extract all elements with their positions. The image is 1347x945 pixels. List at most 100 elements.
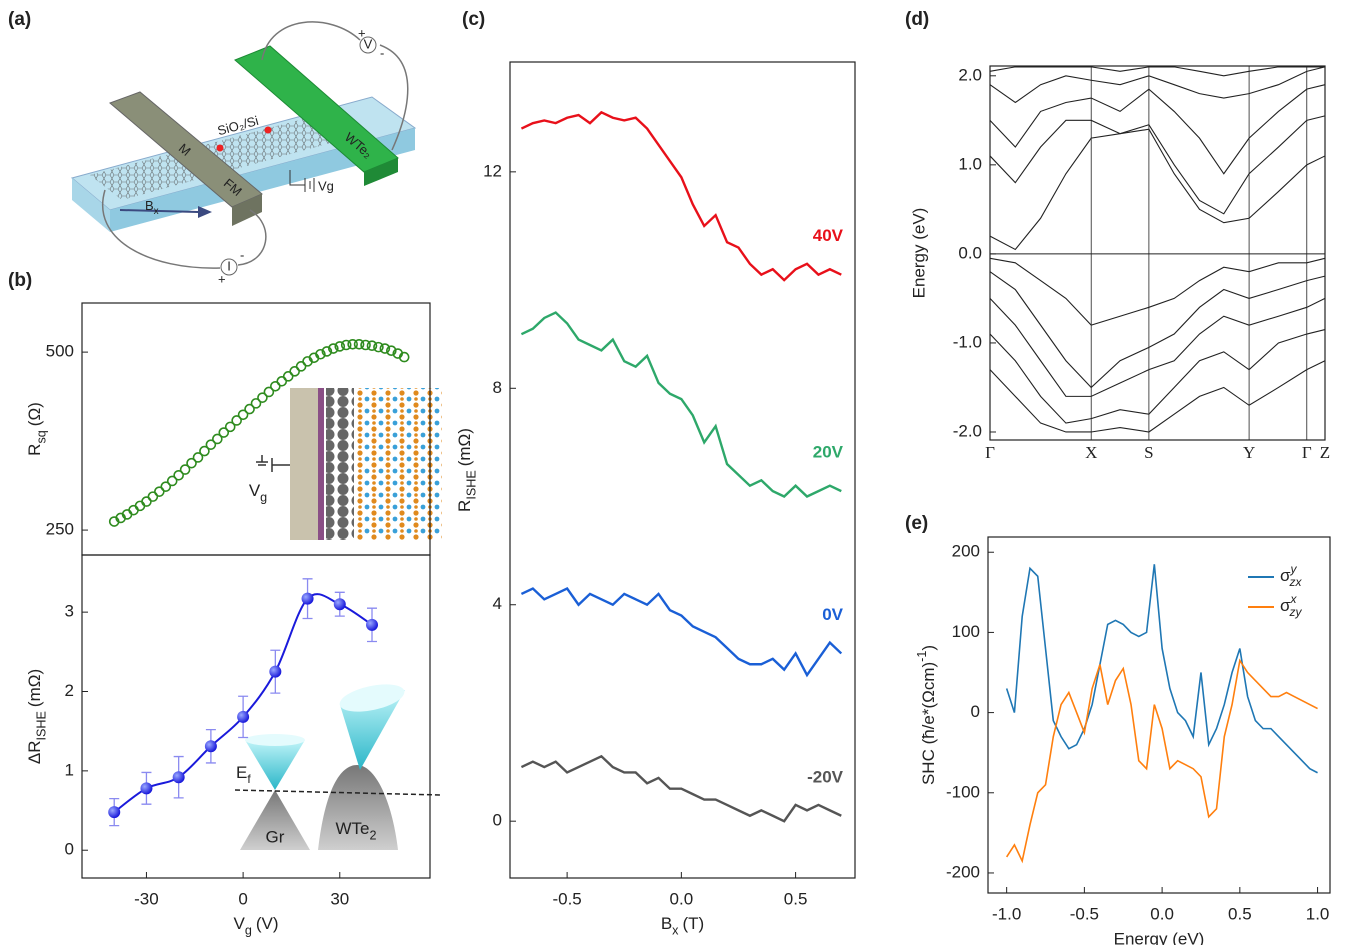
cone-top (245, 734, 305, 746)
y-tick-label: 4 (493, 594, 502, 613)
y-tick-label: 1 (65, 760, 74, 779)
plot-frame (510, 62, 855, 878)
inset-label-sub: 2 (369, 829, 376, 843)
x-tick-label: X (1085, 443, 1097, 462)
y-axis-label-main: ΔR (25, 740, 44, 764)
series-line (990, 116, 1325, 214)
series-label: 20V (813, 443, 844, 462)
x-tick-label: Γ (985, 443, 995, 462)
series-line (990, 85, 1325, 174)
inset-label: Gr (266, 827, 285, 846)
data-point (334, 598, 346, 610)
label-minus: - (380, 45, 384, 60)
y-tick-label: 2.0 (958, 65, 982, 84)
y-tick-label: 3 (65, 602, 74, 621)
gate-symbol (256, 455, 290, 472)
y-axis-label-main: R (455, 500, 474, 512)
y-tick-label: 0 (971, 702, 980, 721)
data-point (269, 666, 281, 678)
y-axis-label-rest: (mΩ) (455, 428, 474, 466)
x-axis-label: Bx(T) (661, 914, 704, 937)
y-axis-label-main: SHC (ħ/e*(Ωcm) (919, 662, 938, 785)
x-axis-label-main: B (661, 914, 672, 933)
inset-label-main: V (249, 481, 261, 500)
series-line (521, 589, 841, 676)
y-tick-label: -2.0 (953, 421, 982, 440)
data-point (173, 771, 185, 783)
y-axis-label-sub: ISHE (465, 470, 479, 499)
label-plus: + (218, 271, 226, 286)
x-tick-label: -0.5 (552, 889, 581, 908)
data-point (108, 806, 120, 818)
series-line (521, 313, 841, 497)
series-line (990, 330, 1325, 424)
label-vg: Vg (318, 178, 334, 193)
y-tick-label: -200 (946, 862, 980, 881)
field-arrowhead (198, 206, 212, 218)
y-tick-label: 0.0 (958, 243, 982, 262)
x-tick-label: S (1144, 443, 1153, 462)
x-tick-label: 0.5 (1228, 904, 1252, 923)
inset-label: Ef (236, 763, 251, 786)
panel-label: (d) (905, 9, 929, 30)
data-point (129, 506, 138, 515)
y-tick-label: -100 (946, 782, 980, 801)
device-schematic: M SiO₂/Si WTe₂ FM Vg Bx V I + - + - (72, 22, 415, 286)
dielectric-layer (318, 388, 324, 540)
y-tick-label: 12 (483, 161, 502, 180)
series-line (521, 112, 841, 280)
spin (265, 127, 272, 134)
series-line (990, 272, 1325, 388)
series-line (990, 298, 1325, 396)
label-plus: + (358, 25, 366, 40)
y-tick-label: -1.0 (953, 332, 982, 351)
label-bx-sub: x (154, 206, 159, 217)
lattice-inset (256, 388, 442, 540)
data-point (302, 593, 314, 605)
graphene-cone-upper (245, 740, 305, 790)
legend-label-sub: zx (1289, 575, 1303, 589)
y-tick-label: 0 (65, 840, 74, 859)
data-point (205, 740, 217, 752)
x-axis-label-sub: g (245, 924, 252, 938)
x-tick-label: 1.0 (1306, 904, 1330, 923)
legend-label-sup: y (1290, 562, 1298, 576)
y-tick-label: 100 (952, 622, 980, 641)
data-point (140, 782, 152, 794)
x-tick-label: 0.5 (784, 889, 808, 908)
y-axis-label-sub: ISHE (35, 711, 49, 740)
inset-label-main: WTe (335, 819, 369, 838)
gate-layer (290, 388, 318, 540)
series-label: 0V (822, 605, 843, 624)
y-axis-label: Rsq(Ω) (25, 402, 48, 456)
x-axis-label: Energy (eV) (1114, 929, 1205, 945)
plot-frame (990, 66, 1325, 440)
x-tick-label: Z (1320, 443, 1330, 462)
x-axis-label-rest: (T) (682, 914, 704, 933)
figure: (a) (b) (c) (d) (e) M SiO₂/Si WTe₂ FM Vg… (0, 0, 1347, 945)
wte2-layers (356, 388, 442, 540)
y-axis-label: ΔRISHE (mΩ) (25, 669, 48, 764)
y-tick-label: 1.0 (958, 154, 982, 173)
y-tick-label: 500 (46, 342, 74, 361)
series-label: -20V (807, 767, 844, 786)
graphene-layer (326, 388, 354, 540)
x-axis-label-sub: x (672, 924, 679, 938)
y-axis-label: RISHE (mΩ) (455, 428, 478, 512)
series-label: 40V (813, 226, 844, 245)
y-axis-label-sup: -1 (915, 651, 929, 662)
legend-label-sup: x (1290, 592, 1298, 606)
series-line (990, 258, 1325, 325)
x-tick-label: Y (1243, 443, 1255, 462)
label-minus: - (240, 247, 244, 262)
x-axis-label: Vg(V) (233, 914, 278, 937)
y-tick-label: 8 (493, 378, 502, 397)
x-tick-label: 0.0 (670, 889, 694, 908)
label-bx-main: B (145, 198, 154, 213)
inset-label-main: E (236, 763, 247, 782)
series-line (521, 756, 841, 821)
y-tick-label: 0 (493, 811, 502, 830)
y-axis-label-rest: (mΩ) (25, 669, 44, 707)
x-tick-label: Γ (1302, 443, 1312, 462)
